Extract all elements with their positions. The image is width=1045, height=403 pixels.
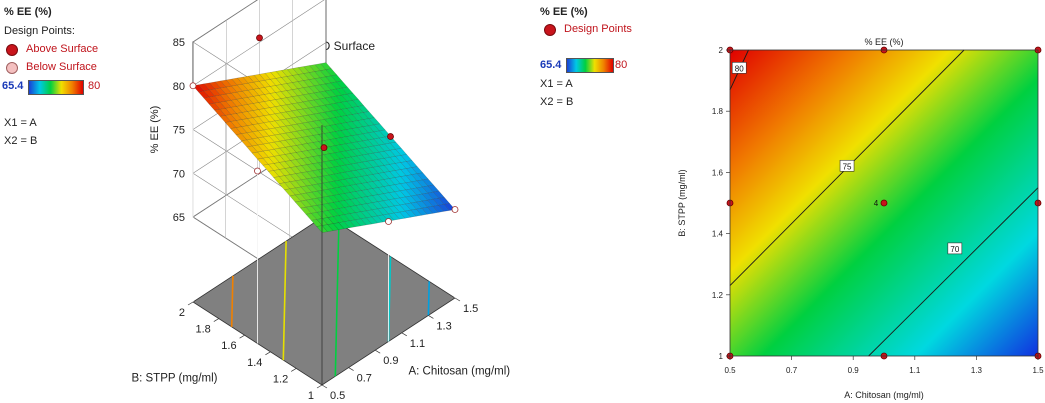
y-tick (265, 351, 271, 356)
x-tick-label: 1.5 (463, 303, 478, 315)
surface-3d-chart: 3D Surface 65 70 75 80 85 % EE (%) 0.5 0.7 0.9 1.… (131, 0, 511, 402)
right-x2-mapping: X2 = B (540, 96, 574, 108)
x-tick (321, 384, 328, 389)
x-tick-label: 0.9 (383, 355, 398, 367)
contour-design-point (880, 199, 888, 207)
left-x2-mapping: X2 = B (4, 135, 38, 147)
contour-label: 75 (843, 162, 852, 171)
contour-label: 80 (735, 64, 744, 73)
right-scale-high: 80 (615, 59, 628, 71)
y-tick (291, 368, 297, 372)
x-tick-label: 1.3 (436, 320, 451, 332)
contour-label-box (731, 62, 747, 74)
contour-x-tick-label: 0.9 (848, 366, 860, 375)
design-point-marker (387, 133, 394, 140)
center-point-count: 4 (874, 199, 879, 208)
x-tick-label: 0.7 (357, 373, 372, 385)
left-scale-high: 80 (88, 80, 101, 92)
y-tick (187, 301, 194, 306)
contour-y-tick-label: 1.6 (712, 168, 724, 177)
contour-frame (729, 49, 1039, 357)
y-tick (239, 334, 245, 339)
y-tick-label: 1 (308, 390, 314, 402)
floor-contour-line (282, 241, 287, 361)
contour-y-tick-label: 1 (719, 352, 724, 361)
contour-x-tick-label: 1.3 (971, 366, 983, 375)
design-point-marker (189, 82, 197, 90)
z-axis-label: % EE (%) (149, 106, 161, 154)
left-legend-title: % EE (%) (4, 6, 52, 18)
design-point-marker (451, 206, 459, 213)
y-axis-label: B: STPP (mg/ml) (131, 373, 217, 385)
x-tick (454, 297, 461, 302)
right-design-points-label: Design Points (564, 23, 632, 35)
x-tick (375, 349, 381, 354)
design-point-marker (320, 144, 328, 152)
contour-x-tick-label: 0.5 (724, 366, 736, 375)
contour-label-box (947, 242, 963, 255)
right-scale-low: 65.4 (540, 59, 562, 71)
contour-y-tick-label: 1.4 (712, 230, 724, 239)
design-point-marker (385, 218, 392, 225)
x-tick (428, 315, 434, 319)
contour-y-axis-label: B: STPP (mg/ml) (677, 169, 687, 236)
left-scale-low: 65.4 (2, 80, 24, 92)
y-tick (316, 384, 323, 389)
right-x1-mapping: X1 = A (540, 78, 573, 90)
z-tick-label: 75 (173, 125, 185, 137)
x-axis-label: A: Chitosan (mg/ml) (409, 366, 511, 378)
right-color-scale (566, 58, 614, 73)
contour-y-tick-label: 1.8 (712, 107, 724, 116)
y-tick-label: 1.4 (247, 357, 262, 369)
z-tick-label: 65 (173, 212, 185, 224)
below-surface-marker (6, 62, 18, 74)
left-color-scale (28, 80, 84, 95)
contour-x-tick-label: 1.5 (1032, 366, 1044, 375)
x-tick (348, 367, 354, 371)
surface-title: 3D Surface (315, 39, 375, 53)
x-tick-label: 1.1 (410, 338, 425, 350)
contour-x-axis-label: A: Chitosan (mg/ml) (844, 390, 924, 400)
contour-x-tick-label: 1.1 (909, 366, 921, 375)
left-x1-mapping: X1 = A (4, 117, 37, 129)
right-legend-title: % EE (%) (540, 6, 588, 18)
y-tick-label: 1.6 (221, 340, 236, 352)
design-point-marker (256, 34, 263, 42)
floor-contour-line (334, 223, 340, 377)
contour-y-tick-label: 1.2 (712, 291, 724, 300)
contour-label-box (839, 159, 855, 172)
contour-line (868, 187, 1039, 357)
x-tick (401, 332, 407, 337)
y-tick-label: 1.8 (196, 324, 211, 336)
z-tick-label: 70 (173, 168, 185, 180)
above-surface-label: Above Surface (26, 43, 99, 55)
above-surface-marker (6, 44, 18, 56)
z-tick-label: 80 (173, 81, 185, 93)
y-tick-label: 2 (179, 307, 185, 319)
x-tick-label: 0.5 (330, 390, 345, 402)
contour-title: % EE (%) (864, 37, 903, 47)
contour-x-tick-label: 0.7 (786, 366, 798, 375)
z-tick-label: 85 (173, 37, 185, 49)
floor-contour-line (230, 275, 234, 327)
floor-contour-line (427, 281, 430, 316)
contour-label: 70 (950, 245, 959, 254)
below-surface-label: Below Surface (26, 61, 97, 73)
left-design-points-label: Design Points: (4, 25, 75, 37)
contour-y-tick-label: 2 (719, 46, 724, 55)
design-point-marker (254, 167, 261, 175)
design-points-marker (544, 24, 556, 36)
y-tick (213, 318, 219, 322)
y-tick-label: 1.2 (273, 373, 288, 385)
